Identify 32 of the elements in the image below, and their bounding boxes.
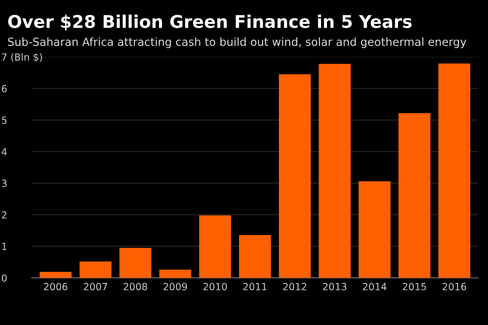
x-tick-label: 2015 [402, 282, 426, 290]
bar [318, 64, 351, 278]
x-tick-label: 2013 [323, 282, 346, 290]
bar [239, 234, 271, 278]
y-tick-label: 2 [2, 211, 6, 218]
bar [438, 64, 470, 278]
x-tick-label: 2006 [44, 282, 68, 290]
x-tick-label: 2009 [164, 282, 187, 290]
y-tick-label: 7 (Bln $) [2, 53, 42, 62]
x-tick-label: 2014 [362, 282, 386, 290]
chart-title: Over $28 Billion Green Finance in 5 Years [8, 14, 412, 30]
chart-subtitle: Sub-Saharan Africa attracting cash to build out wind, solar and geothermal energy [8, 37, 466, 48]
y-tick-label: 0 [2, 274, 7, 282]
x-tick-label: 2016 [442, 282, 466, 290]
y-tick-label: 3 [2, 180, 7, 187]
y-tick-label: 4 [2, 148, 7, 156]
bar [80, 261, 112, 278]
x-tick-label: 2007 [84, 282, 108, 290]
x-tick-label: 2012 [283, 282, 306, 290]
y-tick-label: 6 [2, 84, 7, 92]
bar [278, 74, 311, 278]
bar [40, 272, 72, 278]
x-tick-label: 2011 [243, 282, 266, 290]
bar [159, 270, 192, 278]
y-tick-label: 5 [2, 116, 6, 124]
x-tick-label: 2010 [203, 282, 227, 290]
x-tick-label: 2008 [124, 282, 148, 290]
bar [199, 215, 232, 278]
bar [358, 181, 391, 278]
bar [119, 248, 152, 278]
y-tick-label: 1 [2, 242, 6, 250]
bar [398, 113, 430, 278]
